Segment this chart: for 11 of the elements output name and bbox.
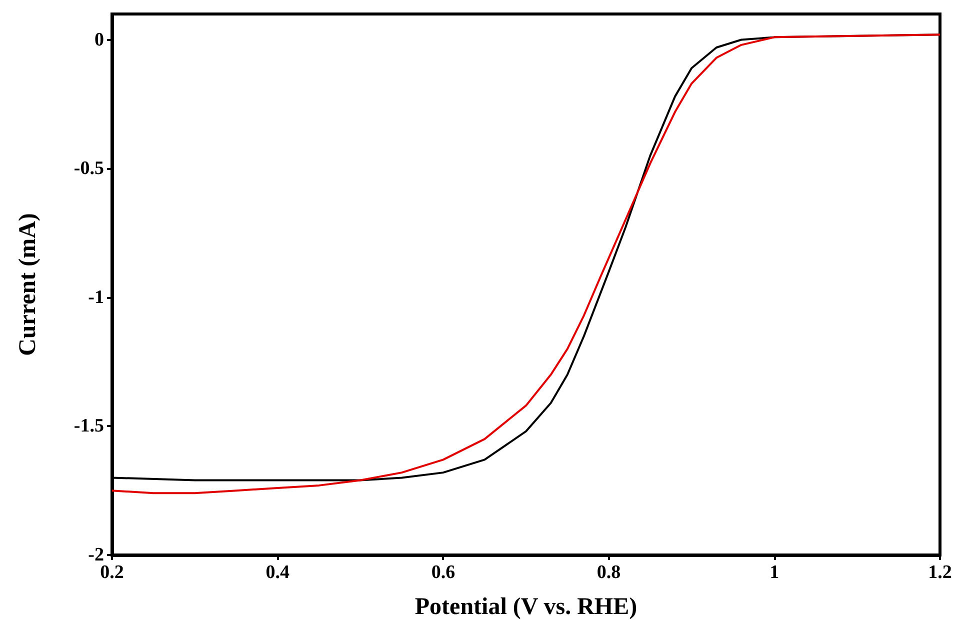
y-axis-title: Current (mA): [15, 213, 41, 356]
y-tick-label: -0.5: [74, 158, 104, 180]
y-tick-label: -1.5: [74, 416, 104, 437]
y-tick-label: 0: [94, 29, 104, 50]
x-tick-label: 0.4: [266, 562, 290, 583]
y-tick-label: -1: [88, 286, 104, 308]
x-tick-label: 1: [770, 562, 780, 583]
x-tick-label: 1.2: [928, 562, 952, 583]
x-tick-label: 0.6: [431, 562, 456, 583]
x-axis-title: Potential (V vs. RHE): [414, 594, 638, 620]
x-tick-label: 0.8: [596, 562, 621, 583]
